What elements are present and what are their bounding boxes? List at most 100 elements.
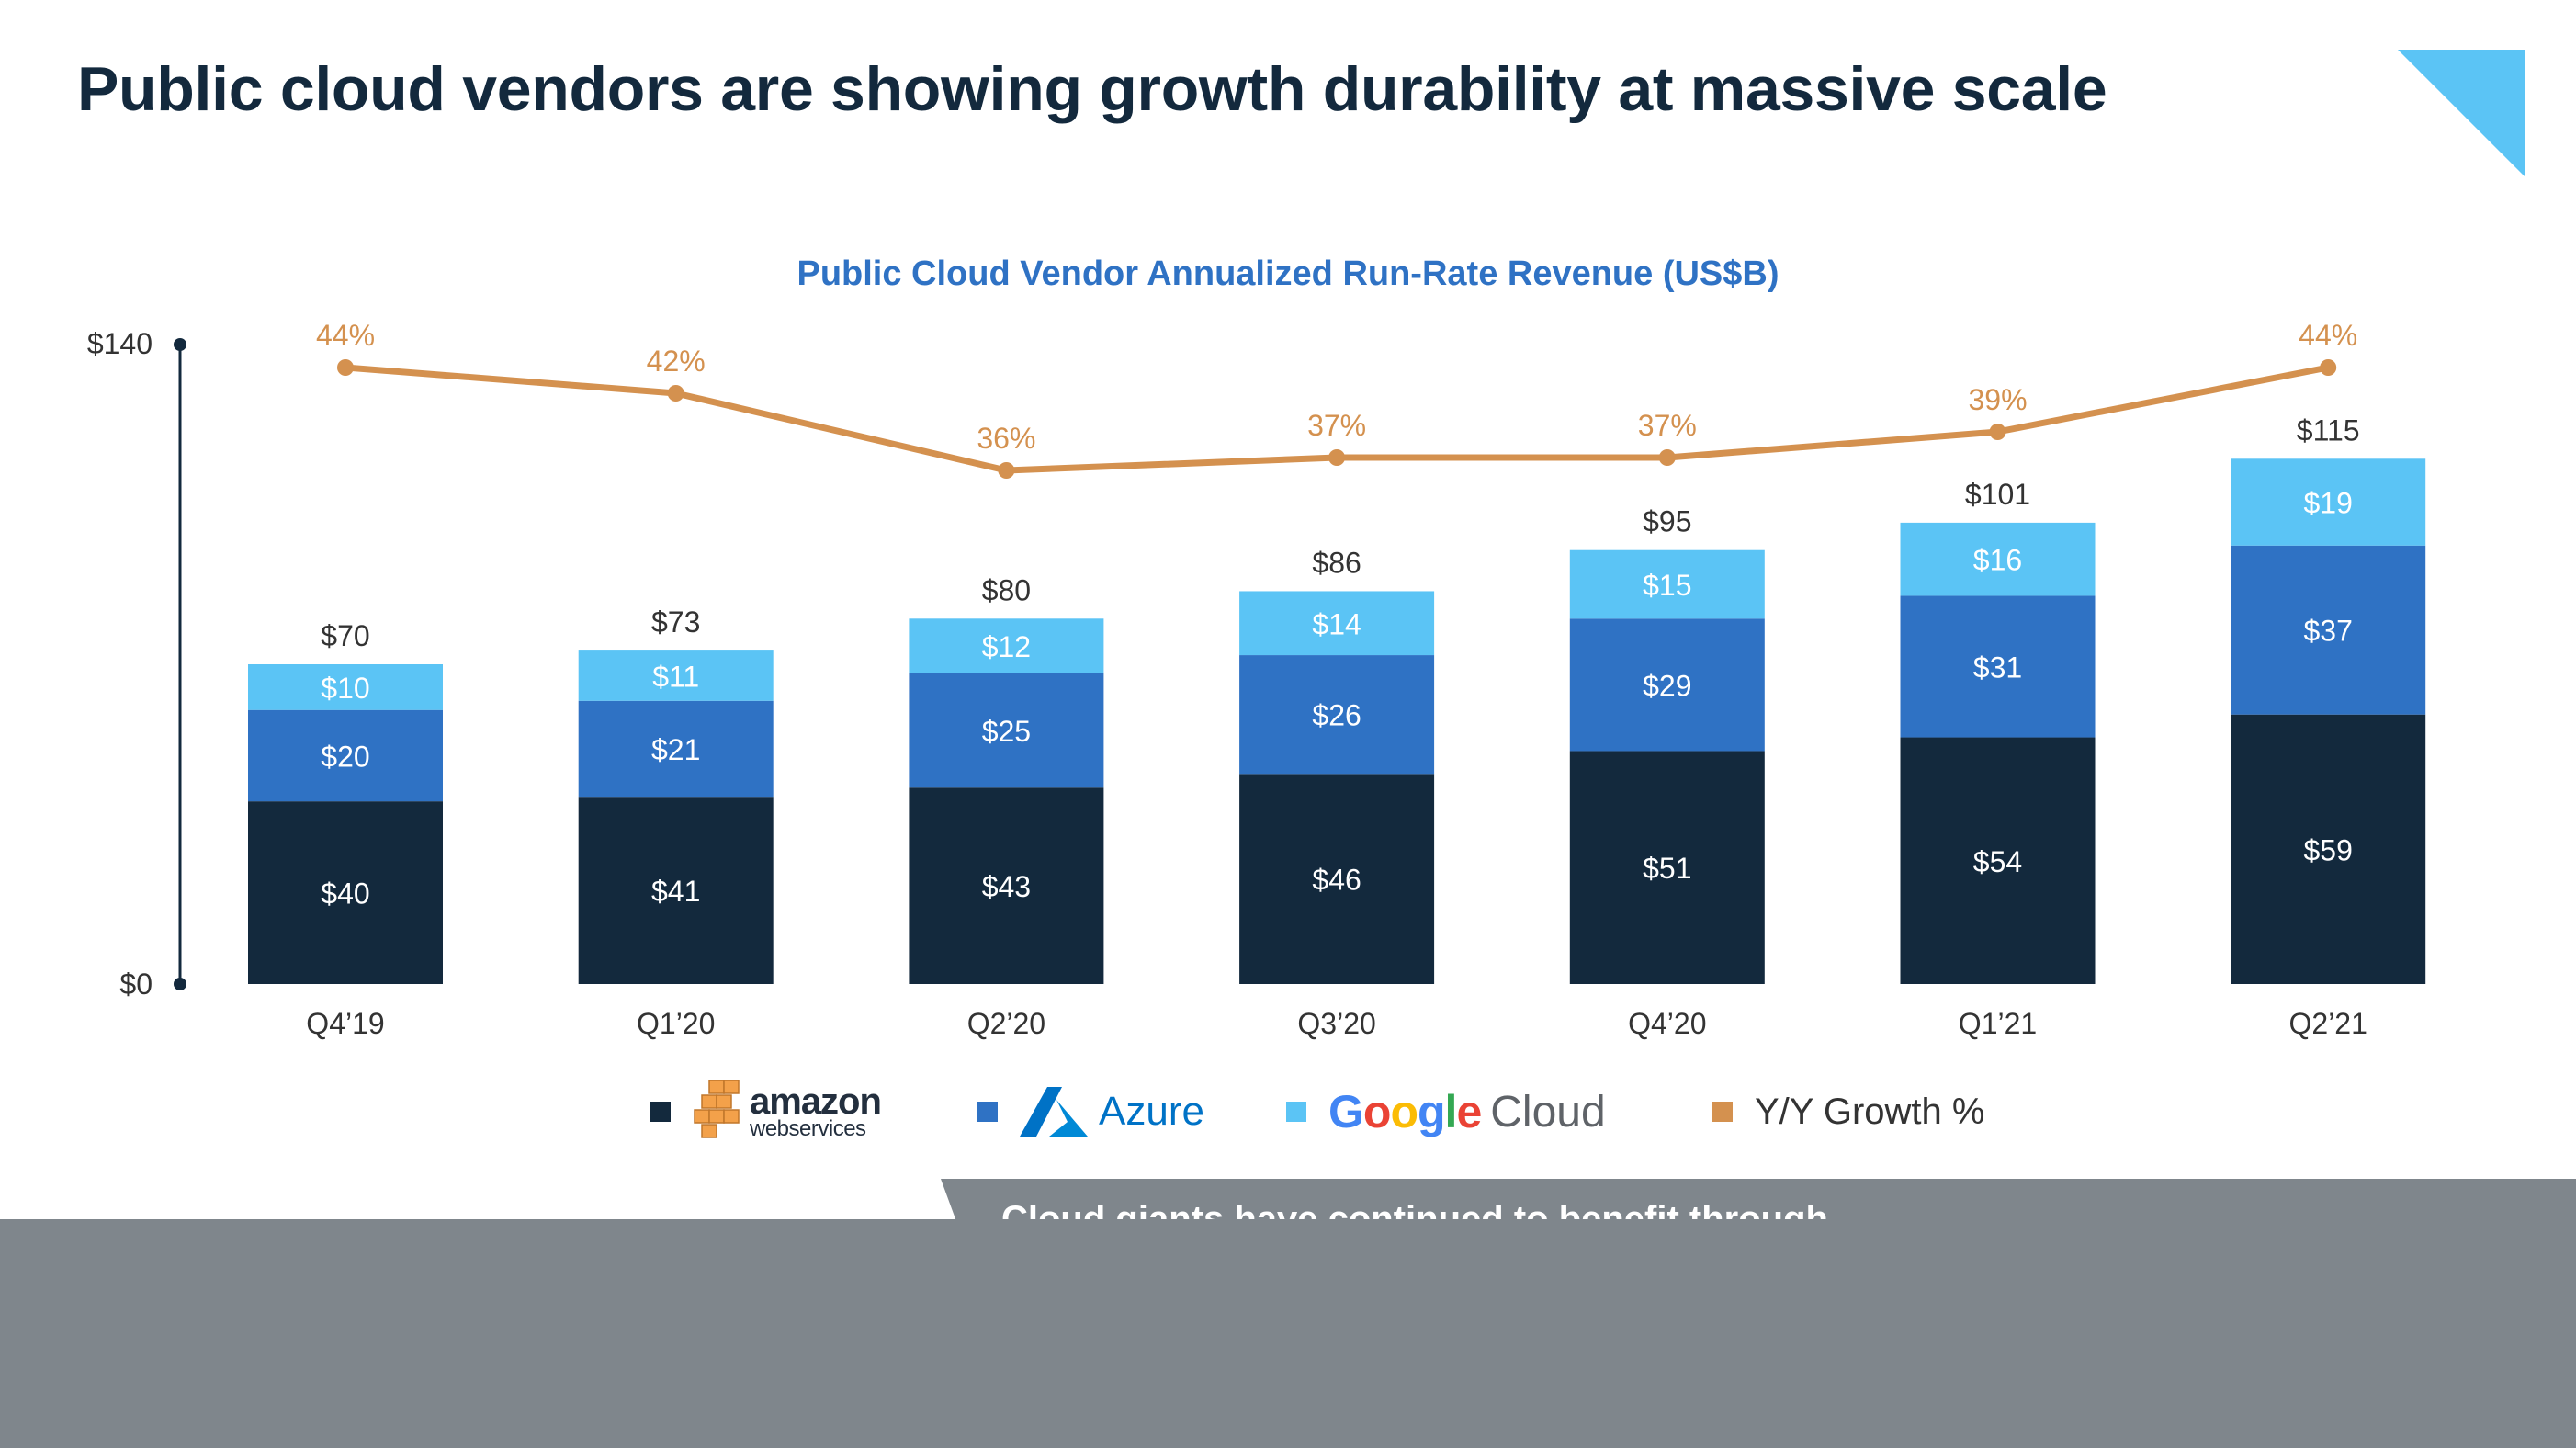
- bar-google: [1900, 522, 2096, 596]
- bar-value-label-aws: $51: [1643, 852, 1691, 885]
- google-logo-letter: o: [1390, 1086, 1418, 1137]
- growth-point: [2320, 359, 2337, 376]
- x-tick-label: Q2’21: [2289, 1007, 2367, 1040]
- growth-point: [1328, 449, 1346, 466]
- x-tick-label: Q3’20: [1297, 1007, 1375, 1040]
- bar-azure: [1569, 618, 1765, 752]
- bar-total-label: $115: [2297, 413, 2360, 447]
- bar-azure: [909, 673, 1104, 788]
- growth-line-layer: [337, 359, 2337, 479]
- legend-swatch-google: [1286, 1102, 1306, 1122]
- page-title: Public cloud vendors are showing growth …: [77, 54, 2107, 124]
- bar-value-label-aws: $41: [651, 875, 700, 908]
- y-axis-bottom-dot: [174, 978, 186, 990]
- bar-value-label-aws: $46: [1312, 864, 1361, 897]
- bar-azure: [1900, 595, 2096, 738]
- bar-azure: [2231, 545, 2426, 715]
- bar-total-label: $86: [1312, 546, 1361, 579]
- bar-value-label-google: $19: [2304, 487, 2353, 520]
- bar-total-label: $73: [651, 605, 700, 639]
- growth-point: [1658, 449, 1676, 466]
- growth-label: 37%: [1638, 409, 1697, 442]
- legend-swatch-azure: [977, 1102, 998, 1122]
- bar-google: [1239, 591, 1435, 656]
- bar-value-label-azure: $29: [1643, 669, 1691, 702]
- growth-label: 42%: [647, 345, 706, 378]
- x-tick-label: Q4’20: [1628, 1007, 1706, 1040]
- legend-item-google: Google Cloud: [1286, 1075, 1606, 1148]
- bar-google: [578, 650, 774, 701]
- bar-value-label-azure: $25: [982, 715, 1031, 748]
- legend-item-aws: amazon webservices: [650, 1075, 882, 1148]
- google-logo-letter: g: [1418, 1086, 1446, 1137]
- y-axis: $140 $0: [87, 327, 186, 1001]
- legend-item-growth: Y/Y Growth %: [1712, 1075, 1984, 1148]
- aws-logo-word: amazon: [750, 1081, 882, 1122]
- growth-point: [337, 359, 354, 376]
- bar-aws: [909, 787, 1104, 984]
- google-logo-letter: G: [1328, 1086, 1364, 1137]
- growth-label: 44%: [2299, 319, 2357, 352]
- bar-total-label: $70: [321, 619, 369, 652]
- legend-label-azure: Azure: [1099, 1089, 1204, 1134]
- bar-aws: [1239, 774, 1435, 984]
- bar-total-label: $101: [1965, 478, 2030, 511]
- growth-label: 36%: [977, 422, 1035, 455]
- bar-aws: [1569, 751, 1765, 984]
- bottom-gray-overlay: [0, 1219, 2576, 1448]
- azure-logo-icon: [1020, 1087, 1088, 1137]
- bar-azure: [248, 709, 443, 802]
- bar-value-label-azure: $20: [321, 740, 369, 773]
- legend-swatch-growth: [1712, 1102, 1733, 1122]
- bar-value-label-aws: $43: [982, 870, 1031, 903]
- bar-google: [248, 664, 443, 710]
- bar-google: [2231, 458, 2426, 546]
- revenue-chart: Public Cloud Vendor Annualized Run-Rate …: [87, 255, 2426, 1040]
- bar-azure: [578, 700, 774, 798]
- bar-value-label-google: $11: [652, 660, 699, 693]
- bar-value-label-azure: $26: [1312, 699, 1361, 732]
- google-logo-letter: l: [1444, 1086, 1458, 1137]
- bar-total-label: $95: [1643, 505, 1691, 538]
- legend-swatch-aws: [650, 1102, 671, 1122]
- aws-boxes-icon: [694, 1080, 740, 1138]
- y-axis-top-dot: [174, 338, 186, 351]
- chart-title: Public Cloud Vendor Annualized Run-Rate …: [797, 255, 1779, 293]
- bar-aws: [248, 801, 443, 984]
- bar-aws: [1900, 737, 2096, 984]
- bar-value-label-azure: $31: [1973, 650, 2022, 684]
- labels-layer: $40 $20 $10 $70 Q4’19 $41 $21 $11 $73 Q1’20 $43 $25…: [306, 319, 2367, 1040]
- legend-label-google-cloud: Cloud: [1490, 1087, 1606, 1137]
- bar-aws: [578, 797, 774, 984]
- x-tick-label: Q1’21: [1959, 1007, 2037, 1040]
- bar-value-label-google: $16: [1973, 544, 2022, 577]
- growth-point: [667, 385, 684, 402]
- x-tick-label: Q1’20: [637, 1007, 715, 1040]
- corner-accent-triangle: [2398, 50, 2525, 176]
- aws-logo: amazon webservices: [693, 1079, 882, 1145]
- y-tick-label-min: $0: [119, 967, 153, 1001]
- legend-label-growth: Y/Y Growth %: [1755, 1091, 1985, 1132]
- google-logo-letter: e: [1456, 1086, 1482, 1137]
- chart-legend: amazon webservices Azure Google Cloud Y/…: [0, 1075, 2576, 1158]
- bar-google: [909, 618, 1104, 673]
- google-logo-letter: o: [1362, 1086, 1392, 1137]
- bar-value-label-google: $14: [1312, 607, 1361, 640]
- y-tick-label-max: $140: [87, 327, 153, 360]
- growth-point: [998, 462, 1015, 479]
- bar-value-label-azure: $21: [651, 733, 700, 766]
- bar-value-label-aws: $54: [1973, 845, 2022, 878]
- growth-label: 39%: [1968, 383, 2027, 416]
- bar-total-label: $80: [982, 573, 1031, 606]
- bars-layer: [248, 458, 2426, 984]
- bar-value-label-google: $15: [1643, 569, 1691, 602]
- bar-google: [1569, 549, 1765, 619]
- legend-item-azure: Azure: [977, 1075, 1204, 1148]
- x-tick-label: Q2’20: [967, 1007, 1045, 1040]
- bar-value-label-aws: $59: [2304, 833, 2353, 866]
- growth-label: 44%: [316, 319, 375, 352]
- bar-aws: [2231, 714, 2426, 984]
- x-tick-label: Q4’19: [306, 1007, 384, 1040]
- growth-label: 37%: [1307, 409, 1366, 442]
- growth-point: [1989, 424, 2006, 440]
